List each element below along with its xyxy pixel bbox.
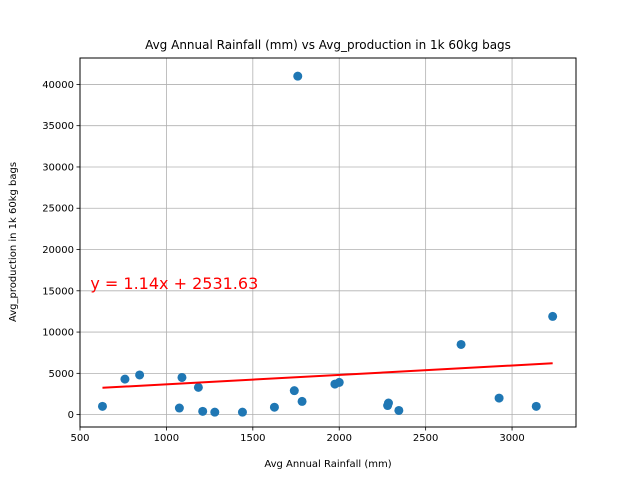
x-axis-label: Avg Annual Rainfall (mm) bbox=[264, 459, 391, 470]
scatter-point bbox=[193, 382, 203, 392]
scatter-point bbox=[198, 406, 208, 416]
scatter-point bbox=[334, 377, 344, 387]
y-axis-label: Avg_production in 1k 60kg bags bbox=[8, 162, 19, 322]
y-tick-label: 25000 bbox=[42, 204, 74, 215]
scatter-point bbox=[177, 372, 187, 382]
grid-lines bbox=[79, 58, 576, 427]
scatter-point bbox=[383, 398, 393, 408]
scatter-point bbox=[293, 71, 303, 81]
regression-line-group bbox=[102, 362, 553, 389]
y-tick-label: 0 bbox=[68, 410, 74, 421]
scatter-point bbox=[135, 370, 145, 380]
scatter-point bbox=[531, 401, 541, 411]
regression-equation: y = 1.14x + 2531.63 bbox=[90, 274, 258, 293]
scatter-point bbox=[394, 405, 404, 415]
plot-frame bbox=[79, 57, 577, 428]
y-tick-label: 5000 bbox=[49, 369, 74, 380]
scatter-point bbox=[297, 396, 307, 406]
scatter-point bbox=[289, 386, 299, 396]
data-points bbox=[97, 71, 558, 417]
scatter-point bbox=[120, 374, 130, 384]
scatter-point bbox=[210, 407, 220, 417]
y-tick-label: 20000 bbox=[42, 245, 74, 256]
x-tick-label: 500 bbox=[70, 433, 89, 444]
y-tick-label: 10000 bbox=[42, 328, 74, 339]
scatter-point bbox=[174, 403, 184, 413]
scatter-point bbox=[456, 339, 466, 349]
x-tick-label: 3000 bbox=[499, 433, 524, 444]
scatter-point bbox=[269, 402, 279, 412]
scatter-point bbox=[97, 401, 107, 411]
scatter-point bbox=[548, 311, 558, 321]
x-tick-label: 1500 bbox=[240, 433, 265, 444]
scatter-point bbox=[237, 407, 247, 417]
y-tick-label: 30000 bbox=[42, 162, 74, 173]
axis-ticks: 500 1000 1500 2000 2500 300005000100001500020… bbox=[42, 80, 525, 444]
scatter-point bbox=[494, 393, 504, 403]
y-tick-label: 35000 bbox=[42, 121, 74, 132]
regression-line bbox=[102, 362, 553, 389]
chart-title: Avg Annual Rainfall (mm) vs Avg_producti… bbox=[145, 38, 511, 52]
y-tick-label: 15000 bbox=[42, 286, 74, 297]
y-tick-label: 40000 bbox=[42, 80, 74, 91]
x-tick-label: 1000 bbox=[154, 433, 179, 444]
x-tick-label: 2500 bbox=[413, 433, 438, 444]
x-tick-label: 2000 bbox=[327, 433, 352, 444]
